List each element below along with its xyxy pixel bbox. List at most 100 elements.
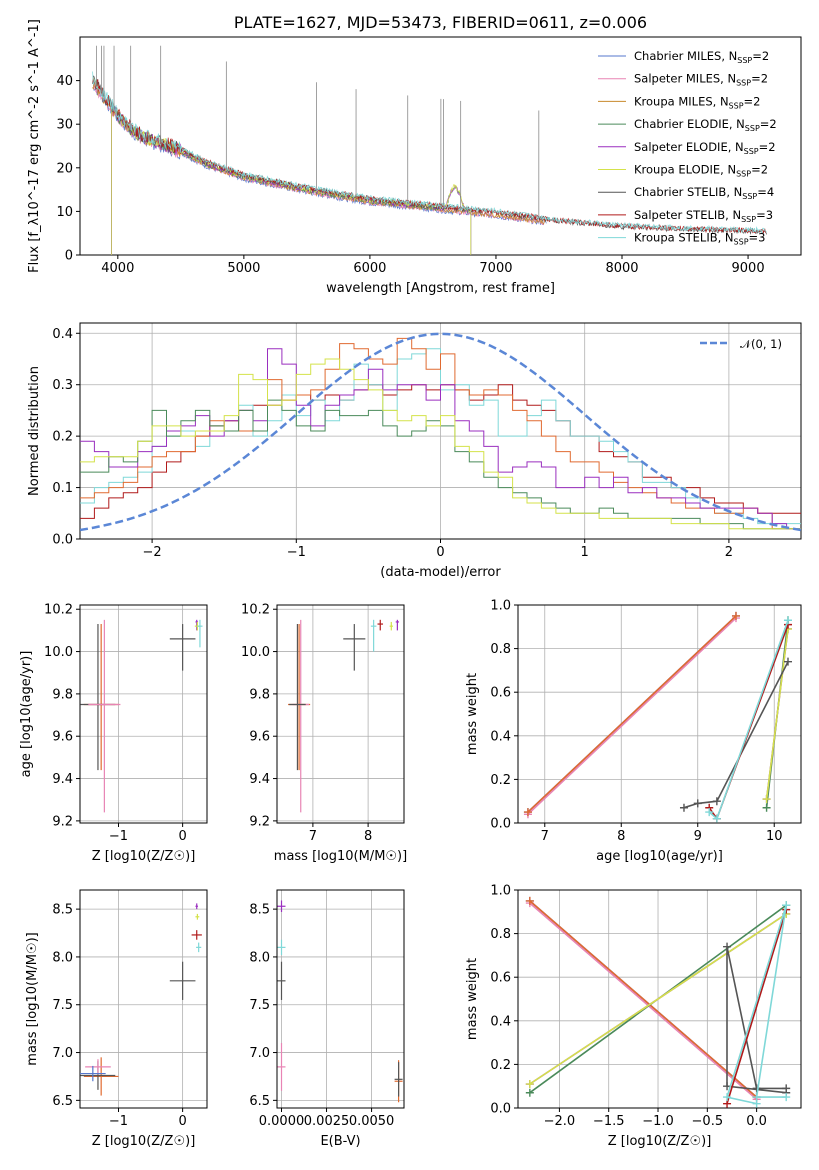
x-tick-label: 2 [725,545,733,560]
x-axis-label: Z [log10(Z/Z☉)] [92,1134,196,1149]
x-axis-label: E(B-V) [320,1134,360,1149]
x-tick-label: 0 [436,545,444,560]
x-tick-label: −1.5 [593,1114,625,1129]
plot-frame [276,604,405,824]
x-tick-label: 10 [766,829,783,844]
x-tick-label: 7 [309,829,317,844]
x-tick-label: 5000 [227,261,260,276]
legend-subscript: SSP [742,192,757,201]
y-tick-label: 0.4 [490,729,511,744]
data-point [277,1042,286,1091]
y-tick-label: 9.6 [249,730,270,745]
y-tick-label: 9.4 [52,772,73,787]
x-tick-label: −1 [109,1114,128,1129]
x-tick-label: −2 [143,545,162,560]
legend-entry: Salpeter ELODIE, NSSP=2 [634,140,776,156]
weight-series-line [529,902,758,1100]
y-tick-label: 20 [56,161,73,176]
legend-value: =2 [760,117,777,131]
weight-vs-Z-panel: −2.0 −1.5 −1.0 −0.5 0.0 0.0 0.2 0.4 0.6 0.8 1.0 Z [… [465,884,802,1149]
weight-marker [752,1084,761,1093]
weight-vs-age-panel: 7 8 9 10 0.0 0.2 0.4 0.6 0.8 1.0 age [log10(age/yr… [465,599,802,864]
weight-marker [693,799,702,808]
data-point [80,1065,106,1082]
y-tick-label: 0.6 [490,971,511,986]
x-tick-label: 7000 [479,261,512,276]
mass-vs-Z-points [80,903,202,1096]
weight-marker [782,1093,791,1102]
x-tick-label: 9 [694,829,702,844]
y-tick-label: 1.0 [490,599,511,614]
legend-value: =2 [744,94,761,108]
weight-marker [523,808,532,817]
y-tick-label: 7.5 [249,998,270,1013]
weight-series-line [527,615,737,813]
y-tick-label: 0.8 [490,642,511,657]
y-tick-label: 7.5 [52,998,73,1013]
y-tick-label: 9.4 [249,772,270,787]
y-tick-label: 9.2 [249,814,270,829]
data-point [288,624,311,771]
legend-subscript: SSP [734,238,749,247]
weight-series-line [683,661,789,809]
spectrum-legend: Chabrier MILES, NSSP=2 Salpeter MILES, NS… [598,49,777,247]
x-tick-label: −1 [109,829,128,844]
y-tick-label: 0.2 [490,773,511,788]
y-tick-label: 10.2 [241,603,270,618]
gaussian-legend-label: 𝒩(0, 1) [740,337,782,351]
legend-value: =2 [759,140,776,154]
y-tick-label: 8.5 [249,903,270,918]
x-axis-label: age [log10(age/yr)] [596,849,723,864]
plot-frame [79,889,208,1109]
spectrum-lines [92,45,767,255]
weight-vs-Z-lines [525,896,791,1108]
y-tick-label: 0.1 [52,481,73,496]
x-tick-label: 0.0050 [349,1114,395,1129]
age-vs-Z-panel: −1 0 9.2 9.4 9.6 9.8 10.0 10.2 Z [log10(Z/Z☉)] ag… [19,603,208,864]
y-tick-label: 0 [65,249,73,264]
weight-marker [679,803,688,812]
legend-subscript: SSP [736,170,751,179]
weight-series-line [527,617,737,815]
weight-marker [712,797,721,806]
data-point [370,619,377,652]
y-tick-label: 30 [56,118,73,133]
legend-value: =3 [749,231,766,245]
data-point [292,619,310,813]
y-axis-label: mass [log10(M/M☉)] [25,932,40,1065]
x-tick-label: 6000 [353,261,386,276]
histogram-step [80,399,801,530]
x-tick-label: 8 [617,829,625,844]
weight-marker [762,795,771,804]
legend-entry: Kroupa MILES, NSSP=2 [634,94,760,110]
x-axis-label: mass [log10(M/M☉)] [274,849,407,864]
y-tick-label: 8.0 [52,950,73,965]
chart-title: PLATE=1627, MJD=53473, FIBERID=0611, z=0… [234,13,647,32]
spectrum-series-line [92,75,767,235]
legend-subscript: SSP [737,56,752,65]
y-tick-label: 8.5 [52,903,73,918]
age-vs-mass-points [288,619,400,813]
x-tick-label: 8000 [605,261,638,276]
x-tick-label: 9000 [732,261,765,276]
y-axis-label: Normed distribution [27,366,42,496]
data-point [394,1062,403,1097]
y-axis-label: mass weight [465,673,480,755]
y-tick-label: 0.4 [52,327,73,342]
data-point [377,619,384,631]
x-axis-label: (data-model)/error [380,565,501,580]
y-tick-label: 10 [56,205,73,220]
weight-marker [705,808,714,817]
x-tick-label: 7 [541,829,549,844]
plot-frame [517,889,802,1109]
y-tick-label: 7.0 [249,1046,270,1061]
data-point [196,942,202,953]
data-point [343,624,366,671]
spectrum-series-line [92,79,767,234]
weight-marker [731,611,740,620]
data-point [83,1057,119,1096]
x-tick-label: −0.5 [692,1114,724,1129]
data-point [191,930,202,940]
y-tick-label: 0.3 [52,378,73,393]
x-tick-label: 1 [581,545,589,560]
